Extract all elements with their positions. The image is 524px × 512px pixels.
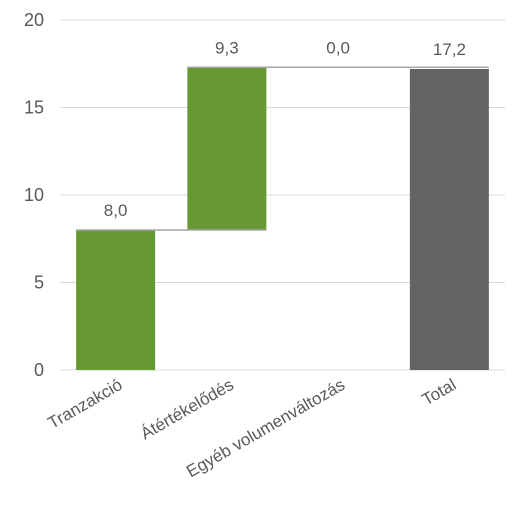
increase-bar — [76, 230, 156, 370]
y-tick-label: 5 — [34, 273, 44, 293]
data-label: 17,2 — [433, 40, 466, 59]
y-tick-label: 10 — [24, 185, 44, 205]
category-label: Átértékelődés — [137, 375, 237, 443]
category-label: Tranzakció — [45, 375, 126, 433]
category-label: Total — [419, 375, 460, 409]
total-bar — [409, 69, 489, 370]
y-tick-label: 0 — [34, 360, 44, 380]
y-tick-label: 15 — [24, 98, 44, 118]
data-label: 0,0 — [326, 38, 350, 57]
data-label: 9,3 — [215, 38, 239, 57]
data-label: 8,0 — [104, 201, 128, 220]
y-tick-label: 20 — [24, 10, 44, 30]
increase-bar — [187, 67, 267, 230]
